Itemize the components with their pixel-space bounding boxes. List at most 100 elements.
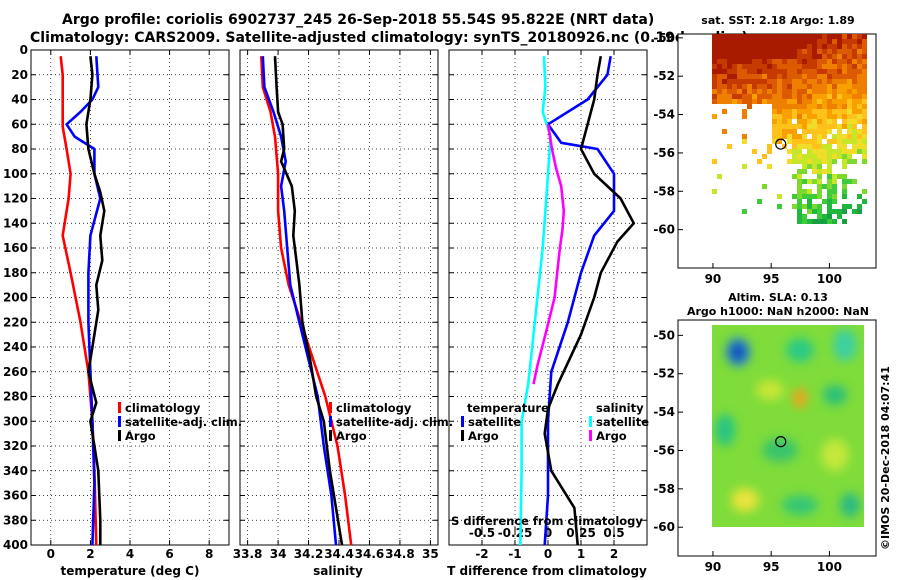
sst-pixel xyxy=(852,124,857,129)
sst-pixel xyxy=(852,99,857,104)
sst-pixel xyxy=(727,94,732,99)
sst-pixel xyxy=(852,74,857,79)
map-y-tick-label: -52 xyxy=(653,69,675,83)
sst-pixel xyxy=(837,69,842,74)
sst-pixel xyxy=(827,184,832,189)
x-tick-label: 35 xyxy=(422,547,439,561)
sst-pixel xyxy=(792,134,797,139)
sst-pixel xyxy=(742,39,747,44)
sst-pixel xyxy=(757,94,762,99)
sst-pixel xyxy=(812,179,817,184)
sst-pixel xyxy=(827,99,832,104)
sst-pixel xyxy=(797,124,802,129)
sst-pixel xyxy=(782,69,787,74)
sst-pixel xyxy=(767,34,772,39)
sst-pixel xyxy=(777,194,782,199)
sst-pixel xyxy=(797,94,802,99)
sst-pixel xyxy=(857,139,862,144)
sst-pixel xyxy=(797,214,802,219)
sst-pixel xyxy=(762,79,767,84)
sst-pixel xyxy=(842,189,847,194)
sst-pixel xyxy=(762,54,767,59)
sst-pixel xyxy=(787,159,792,164)
legend-label-temp-satellite: satellite xyxy=(468,415,521,429)
sst-pixel xyxy=(787,44,792,49)
sst-pixel xyxy=(802,204,807,209)
sst-pixel xyxy=(717,44,722,49)
sst-pixel xyxy=(832,89,837,94)
sst-pixel xyxy=(792,44,797,49)
sst-pixel xyxy=(827,94,832,99)
sst-pixel xyxy=(862,64,867,69)
sst-pixel xyxy=(732,64,737,69)
sst-pixel xyxy=(802,124,807,129)
sst-pixel xyxy=(767,44,772,49)
sst-pixel xyxy=(787,74,792,79)
sst-pixel xyxy=(857,44,862,49)
sst-pixel xyxy=(757,39,762,44)
sst-pixel xyxy=(852,209,857,214)
sst-pixel xyxy=(757,159,762,164)
sst-pixel xyxy=(827,139,832,144)
argo-position-marker xyxy=(775,436,787,448)
sst-pixel xyxy=(797,179,802,184)
sst-pixel xyxy=(842,159,847,164)
sst-pixel xyxy=(827,219,832,224)
sst-pixel xyxy=(742,44,747,49)
sst-pixel xyxy=(812,124,817,129)
sst-pixel xyxy=(807,154,812,159)
sst-pixel xyxy=(862,104,867,109)
sst-pixel xyxy=(742,49,747,54)
sst-pixel xyxy=(717,94,722,99)
sst-pixel xyxy=(807,139,812,144)
sst-pixel xyxy=(842,89,847,94)
sst-pixel xyxy=(802,44,807,49)
sst-pixel xyxy=(832,64,837,69)
sst-pixel xyxy=(822,149,827,154)
sst-pixel xyxy=(727,64,732,69)
sst-pixel xyxy=(797,209,802,214)
sst-pixel xyxy=(767,54,772,59)
sst-pixel xyxy=(722,84,727,89)
sst-pixel xyxy=(827,209,832,214)
y-tick-label: 140 xyxy=(3,216,28,230)
sst-pixel xyxy=(812,194,817,199)
sst-pixel xyxy=(772,99,777,104)
sst-pixel xyxy=(762,184,767,189)
sst-pixel xyxy=(802,189,807,194)
sst-pixel xyxy=(857,144,862,149)
sst-pixel xyxy=(812,94,817,99)
sst-pixel xyxy=(802,179,807,184)
sst-pixel xyxy=(787,39,792,44)
sst-pixel xyxy=(817,124,822,129)
sst-pixel xyxy=(807,189,812,194)
sst-pixel xyxy=(812,69,817,74)
sst-pixel xyxy=(822,169,827,174)
y-tick-label: 60 xyxy=(11,117,28,131)
sst-pixel xyxy=(847,114,852,119)
sst-pixel xyxy=(847,54,852,59)
sst-pixel xyxy=(767,64,772,69)
sst-pixel xyxy=(797,144,802,149)
sst-pixel xyxy=(822,119,827,124)
sst-pixel xyxy=(817,39,822,44)
sst-map-axes: 90 95 100 -50 -52 -54 -56 -58 -60 xyxy=(653,31,842,286)
sst-pixel xyxy=(852,39,857,44)
sst-pixel xyxy=(722,79,727,84)
sst-pixel xyxy=(822,99,827,104)
sst-pixel xyxy=(772,39,777,44)
sst-pixel xyxy=(712,159,717,164)
sst-pixel xyxy=(767,69,772,74)
sst-pixel xyxy=(857,89,862,94)
sst-pixel xyxy=(827,144,832,149)
sst-pixel xyxy=(842,209,847,214)
sst-pixel xyxy=(737,69,742,74)
y-tick-label: 320 xyxy=(3,439,28,453)
sst-pixel xyxy=(847,69,852,74)
sst-pixel xyxy=(827,149,832,154)
sst-pixel xyxy=(797,64,802,69)
sst-pixel xyxy=(827,174,832,179)
sst-pixel xyxy=(757,99,762,104)
sst-pixel xyxy=(787,84,792,89)
sst-pixel xyxy=(797,44,802,49)
